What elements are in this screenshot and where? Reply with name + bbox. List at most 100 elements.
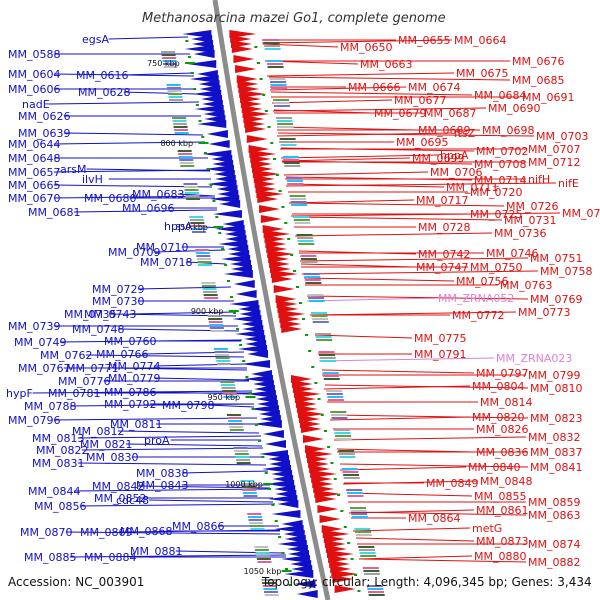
- feature-block: [264, 591, 279, 593]
- feature-block: [220, 384, 235, 386]
- feature-block: [266, 60, 283, 62]
- minor-tick: [204, 152, 208, 154]
- feature-block: [162, 57, 177, 59]
- reverse-gene-label: MM_0792: [104, 398, 156, 411]
- feature-block: [293, 219, 310, 221]
- feature-block: [311, 315, 328, 317]
- scale-tick-label: 800 kbp: [160, 139, 193, 148]
- forward-gene-arrow: [256, 190, 284, 198]
- genome-title: Methanosarcina mazei Go1, complete genom…: [142, 11, 446, 26]
- forward-gene-label: MM_0810: [530, 382, 582, 395]
- minor-tick: [264, 110, 268, 112]
- forward-gene-arrow: [334, 585, 356, 593]
- minor-tick: [340, 510, 344, 512]
- forward-gene-arrow: [322, 530, 350, 538]
- reverse-gene-arrow: [259, 450, 289, 458]
- reverse-gene-arrow: [244, 335, 266, 343]
- feature-block: [242, 492, 257, 494]
- forward-gene-label: MM_0702: [476, 145, 528, 158]
- reverse-gene-arrow: [274, 525, 304, 533]
- reverse-gene-arrow: [221, 255, 251, 263]
- reverse-gene-arrow: [258, 410, 280, 418]
- feature-block: [174, 129, 189, 131]
- minor-tick: [273, 158, 277, 160]
- feature-block: [347, 495, 364, 497]
- reverse-gene-label: hypF: [6, 387, 33, 400]
- reverse-gene-label: MM_0830: [86, 451, 138, 464]
- forward-gene-arrow: [252, 170, 280, 178]
- leader-line: [121, 72, 195, 76]
- reverse-gene-label: MM_0760: [104, 335, 156, 348]
- reverse-gene-label: MM_0718: [140, 256, 192, 269]
- forward-gene-arrow: [331, 570, 359, 578]
- forward-gene-label: MM_0836: [476, 446, 528, 459]
- leader-line: [207, 404, 255, 408]
- forward-gene-arrow: [242, 110, 270, 118]
- feature-block: [228, 423, 243, 425]
- feature-block: [301, 261, 318, 263]
- leader-line: [153, 377, 250, 381]
- reverse-gene-arrow: [218, 240, 248, 248]
- feature-block: [172, 117, 187, 119]
- minor-tick: [333, 478, 337, 480]
- forward-gene-label: MM_0742: [418, 248, 470, 261]
- reverse-gene-arrow: [204, 165, 234, 173]
- reverse-gene-arrow: [187, 60, 217, 68]
- scale-tick-label: 1050 kbp: [244, 567, 282, 576]
- forward-gene-arrow: [270, 270, 298, 278]
- feature-block: [222, 390, 237, 392]
- forward-gene-arrow: [249, 150, 277, 158]
- forward-gene-arrow: [235, 65, 257, 73]
- reverse-gene-arrow: [211, 155, 233, 163]
- reverse-gene-arrow: [202, 150, 232, 158]
- forward-gene-label: MM_0832: [528, 431, 580, 444]
- feature-block: [294, 222, 311, 224]
- forward-gene-label: MM_0837: [530, 446, 582, 459]
- reverse-gene-arrow: [197, 120, 227, 128]
- leader-line: [81, 447, 264, 451]
- reverse-gene-label: ilvH: [82, 173, 103, 186]
- feature-block: [263, 42, 280, 44]
- feature-block: [354, 528, 371, 530]
- reverse-gene-label: MM_0843: [136, 479, 188, 492]
- forward-gene-label: MM_0676: [512, 55, 564, 68]
- reverse-gene-label: MM_0626: [18, 110, 70, 123]
- forward-gene-label: hppA: [440, 149, 469, 162]
- leader-line: [125, 443, 263, 447]
- leader-line: [360, 558, 527, 563]
- forward-gene-label: MM_0664: [454, 34, 506, 47]
- leader-line: [65, 531, 281, 535]
- feature-block: [177, 150, 192, 152]
- minor-tick: [254, 46, 258, 48]
- forward-gene-label: MM_0690: [488, 102, 540, 115]
- forward-gene-label: MM_0691: [522, 91, 574, 104]
- reverse-gene-label: MM_0866: [172, 520, 224, 533]
- leader-line: [299, 257, 529, 262]
- reverse-gene-arrow: [241, 360, 271, 368]
- feature-block: [355, 531, 372, 533]
- feature-block: [293, 216, 310, 218]
- minor-tick: [302, 318, 306, 320]
- forward-gene-label: MM_0859: [528, 496, 580, 509]
- forward-gene-label: MM_0863: [528, 509, 580, 522]
- forward-gene-label: MM_0840: [468, 461, 520, 474]
- feature-block: [198, 264, 213, 266]
- leader-line: [324, 384, 529, 389]
- minor-tick: [288, 584, 292, 586]
- reverse-gene-label: MM_0644: [8, 138, 60, 151]
- reverse-gene-arrow: [277, 500, 299, 508]
- leader-line: [77, 435, 262, 439]
- leader-line: [330, 414, 529, 419]
- reverse-gene-label: MM_0869: [80, 526, 132, 539]
- minor-tick: [298, 302, 302, 304]
- feature-block: [233, 447, 248, 449]
- minor-tick: [261, 456, 265, 458]
- feature-block: [367, 588, 384, 590]
- feature-block: [290, 198, 307, 200]
- minor-tick: [242, 360, 246, 362]
- feature-block: [289, 195, 306, 197]
- reverse-gene-label: MM_0639: [18, 127, 70, 140]
- leader-line: [350, 511, 527, 516]
- reverse-gene-arrow: [233, 280, 255, 288]
- reverse-gene-arrow: [213, 170, 235, 178]
